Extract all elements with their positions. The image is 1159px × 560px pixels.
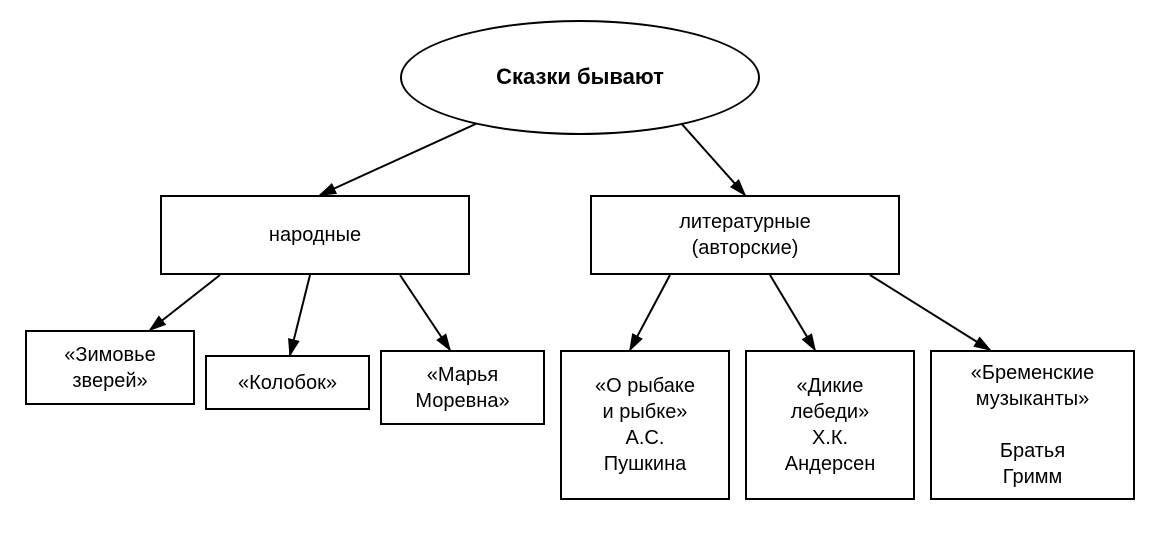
folk-example-1-label: «Зимовье зверей» [64,342,155,394]
folk-example-3-node: «Марья Моревна» [380,350,545,425]
root-node: Сказки бывают [400,20,760,135]
folk-example-2-node: «Колобок» [205,355,370,410]
literary-example-1-label: «О рыбаке и рыбке» А.С. Пушкина [595,373,695,477]
root-label: Сказки бывают [496,63,664,92]
literary-example-2-node: «Дикие лебеди» Х.К. Андерсен [745,350,915,500]
folk-label: народные [269,222,361,248]
folk-example-2-label: «Колобок» [238,370,337,396]
folk-example-3-label: «Марья Моревна» [415,362,509,414]
folk-category-node: народные [160,195,470,275]
literary-example-1-node: «О рыбаке и рыбке» А.С. Пушкина [560,350,730,500]
literary-label: литературные (авторские) [679,209,811,261]
literary-example-3-label: «Бременские музыканты» Братья Гримм [971,360,1094,490]
literary-category-node: литературные (авторские) [590,195,900,275]
literary-example-2-label: «Дикие лебеди» Х.К. Андерсен [785,373,875,477]
diagram-container: Сказки бывают народные литературные (авт… [0,0,1159,560]
folk-example-1-node: «Зимовье зверей» [25,330,195,405]
literary-example-3-node: «Бременские музыканты» Братья Гримм [930,350,1135,500]
